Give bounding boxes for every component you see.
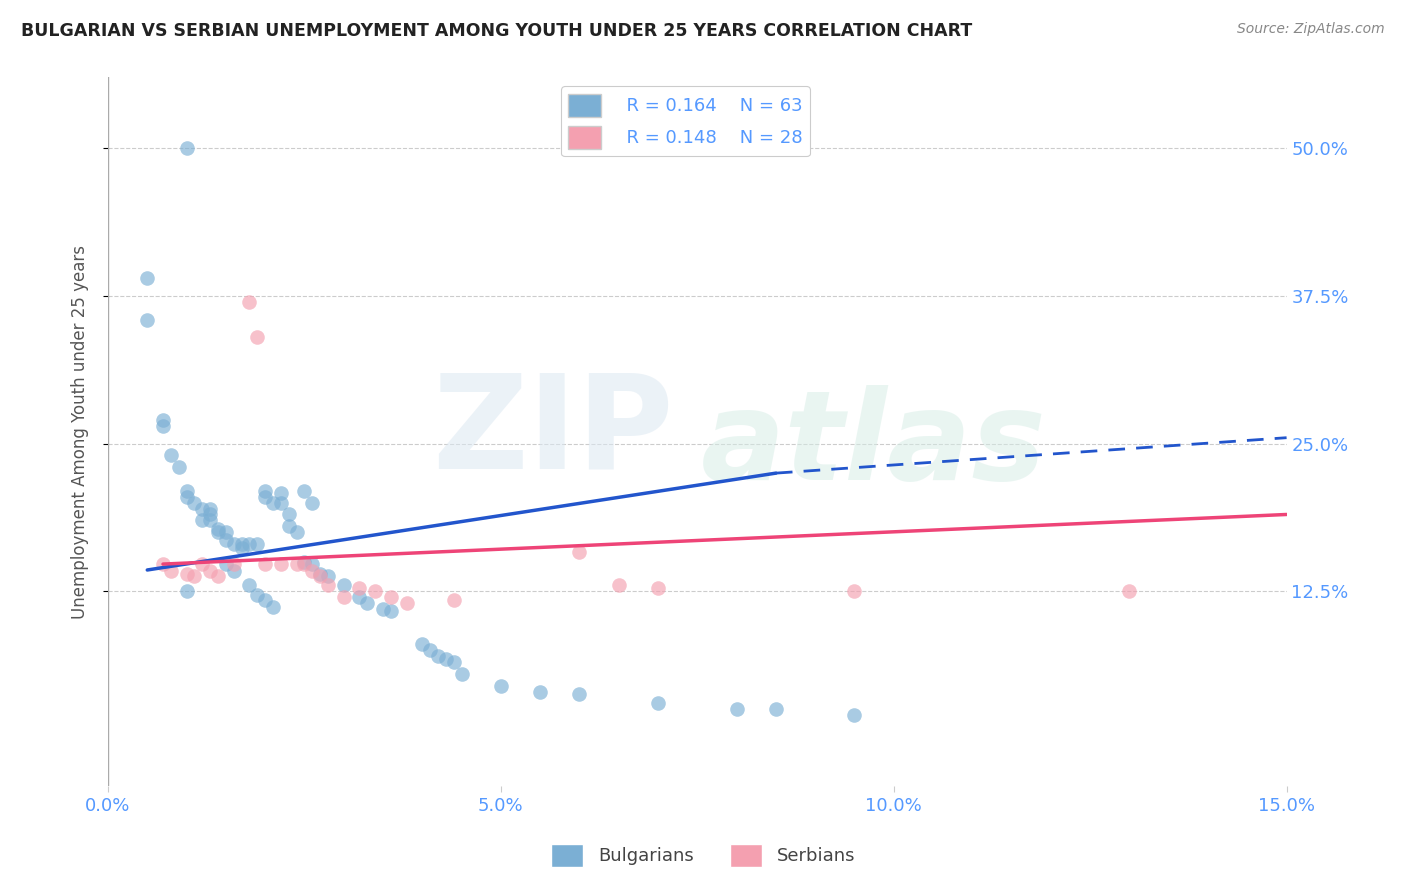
Point: [270, 486, 292, 500]
Point: [489, 679, 512, 693]
Point: [301, 564, 323, 578]
Point: [246, 537, 269, 551]
Point: [434, 651, 457, 665]
Point: [294, 557, 316, 571]
Point: [152, 557, 174, 571]
Legend: Bulgarians, Serbians: Bulgarians, Serbians: [544, 837, 862, 874]
Point: [294, 483, 316, 498]
Point: [231, 541, 253, 555]
Point: [246, 588, 269, 602]
Point: [215, 557, 238, 571]
Point: [198, 513, 221, 527]
Point: [152, 413, 174, 427]
Point: [301, 496, 323, 510]
Point: [309, 566, 332, 581]
Point: [443, 655, 465, 669]
Point: [191, 501, 214, 516]
Point: [411, 637, 433, 651]
Point: [529, 684, 551, 698]
Text: atlas: atlas: [702, 385, 1047, 507]
Point: [844, 708, 866, 723]
Point: [301, 557, 323, 571]
Point: [183, 569, 205, 583]
Point: [285, 525, 308, 540]
Point: [152, 418, 174, 433]
Point: [136, 312, 159, 326]
Point: [364, 584, 387, 599]
Point: [238, 294, 260, 309]
Point: [262, 599, 284, 614]
Point: [160, 564, 183, 578]
Point: [198, 508, 221, 522]
Point: [356, 596, 378, 610]
Point: [419, 643, 441, 657]
Text: Source: ZipAtlas.com: Source: ZipAtlas.com: [1237, 22, 1385, 37]
Point: [176, 566, 198, 581]
Text: BULGARIAN VS SERBIAN UNEMPLOYMENT AMONG YOUTH UNDER 25 YEARS CORRELATION CHART: BULGARIAN VS SERBIAN UNEMPLOYMENT AMONG …: [21, 22, 973, 40]
Point: [332, 590, 354, 604]
Point: [316, 578, 339, 592]
Point: [270, 557, 292, 571]
Point: [254, 592, 277, 607]
Point: [371, 602, 394, 616]
Point: [1118, 584, 1140, 599]
Point: [395, 596, 418, 610]
Point: [238, 537, 260, 551]
Point: [215, 533, 238, 548]
Y-axis label: Unemployment Among Youth under 25 years: Unemployment Among Youth under 25 years: [72, 244, 89, 619]
Point: [607, 578, 630, 592]
Point: [176, 141, 198, 155]
Point: [231, 537, 253, 551]
Legend:   R = 0.164    N = 63,   R = 0.148    N = 28: R = 0.164 N = 63, R = 0.148 N = 28: [561, 87, 810, 156]
Point: [765, 702, 787, 716]
Point: [568, 687, 591, 701]
Point: [294, 555, 316, 569]
Point: [270, 496, 292, 510]
Point: [222, 557, 245, 571]
Point: [207, 569, 229, 583]
Point: [309, 569, 332, 583]
Point: [207, 525, 229, 540]
Point: [246, 330, 269, 344]
Text: ZIP: ZIP: [432, 368, 673, 495]
Point: [380, 604, 402, 618]
Point: [215, 525, 238, 540]
Point: [207, 522, 229, 536]
Point: [254, 483, 277, 498]
Point: [262, 496, 284, 510]
Point: [316, 569, 339, 583]
Point: [427, 649, 450, 664]
Point: [238, 578, 260, 592]
Point: [568, 545, 591, 559]
Point: [191, 513, 214, 527]
Point: [198, 501, 221, 516]
Point: [254, 557, 277, 571]
Point: [222, 537, 245, 551]
Point: [285, 557, 308, 571]
Point: [443, 592, 465, 607]
Point: [647, 581, 669, 595]
Point: [222, 564, 245, 578]
Point: [254, 490, 277, 504]
Point: [191, 557, 214, 571]
Point: [176, 490, 198, 504]
Point: [160, 449, 183, 463]
Point: [176, 483, 198, 498]
Point: [725, 702, 748, 716]
Point: [277, 508, 299, 522]
Point: [198, 564, 221, 578]
Point: [183, 496, 205, 510]
Point: [450, 667, 472, 681]
Point: [349, 590, 371, 604]
Point: [136, 271, 159, 285]
Point: [176, 584, 198, 599]
Point: [349, 581, 371, 595]
Point: [332, 578, 354, 592]
Point: [647, 697, 669, 711]
Point: [380, 590, 402, 604]
Point: [167, 460, 190, 475]
Point: [277, 519, 299, 533]
Point: [844, 584, 866, 599]
